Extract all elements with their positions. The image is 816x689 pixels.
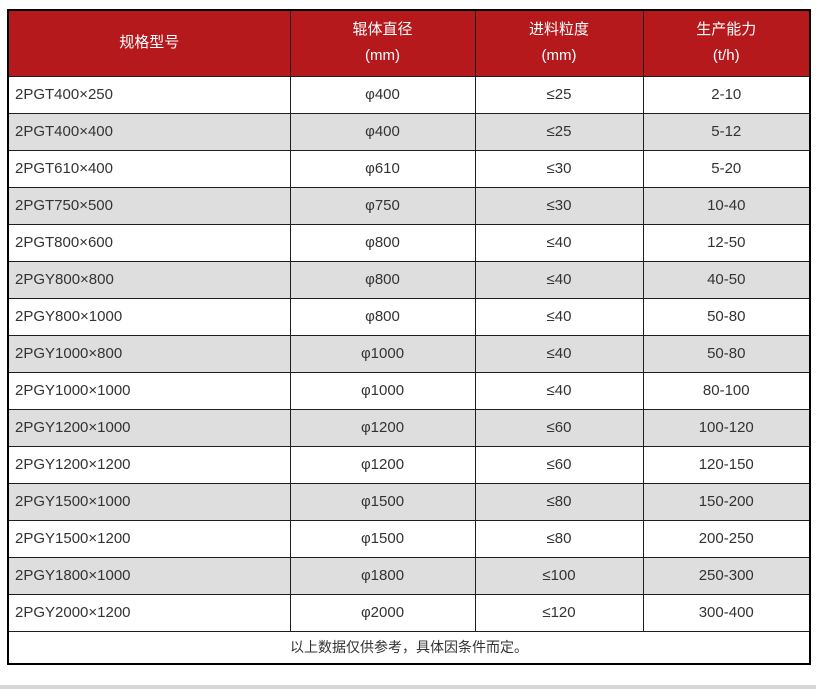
table-row: 2PGY2000×1200 φ2000 ≤120 300-400 <box>7 593 811 632</box>
column-unit-diameter: (mm) <box>365 47 400 65</box>
model-cell: 2PGT400×400 <box>7 112 291 151</box>
spec-table: 规格型号 辊体直径 (mm) 进料粒度 (mm) 生产能力 (t/h) 2PGT… <box>7 9 811 665</box>
capacity-cell: 5-12 <box>642 112 811 151</box>
diameter-cell: φ800 <box>289 260 476 299</box>
model-cell: 2PGY1000×1000 <box>7 371 291 410</box>
capacity-cell: 50-80 <box>642 297 811 336</box>
table-row: 2PGT800×600 φ800 ≤40 12-50 <box>7 223 811 262</box>
column-label-feed-size: 进料粒度 <box>528 21 589 39</box>
header-cell-feed-size: 进料粒度 (mm) <box>474 9 644 77</box>
feed-size-cell: ≤120 <box>474 593 644 632</box>
table-row: 2PGY1800×1000 φ1800 ≤100 250-300 <box>7 556 811 595</box>
feed-size-cell: ≤40 <box>474 260 644 299</box>
model-cell: 2PGY1800×1000 <box>7 556 291 595</box>
diameter-cell: φ1000 <box>289 371 476 410</box>
footer-note: 以上数据仅供参考，具体因条件而定。 <box>7 630 811 665</box>
model-cell: 2PGY1500×1200 <box>7 519 291 558</box>
capacity-cell: 50-80 <box>642 334 811 373</box>
table-row: 2PGY800×800 φ800 ≤40 40-50 <box>7 260 811 299</box>
table-row: 2PGT400×400 φ400 ≤25 5-12 <box>7 112 811 151</box>
capacity-cell: 300-400 <box>642 593 811 632</box>
column-unit-feed-size: (mm) <box>541 47 577 65</box>
diameter-cell: φ1800 <box>289 556 476 595</box>
model-cell: 2PGY1000×800 <box>7 334 291 373</box>
diameter-cell: φ1200 <box>289 445 476 484</box>
header-cell-model: 规格型号 <box>7 9 291 77</box>
model-cell: 2PGY800×1000 <box>7 297 291 336</box>
table-row: 2PGY1500×1000 φ1500 ≤80 150-200 <box>7 482 811 521</box>
feed-size-cell: ≤60 <box>474 408 644 447</box>
feed-size-cell: ≤40 <box>474 371 644 410</box>
diameter-cell: φ1500 <box>289 519 476 558</box>
diameter-cell: φ610 <box>289 149 476 188</box>
capacity-cell: 10-40 <box>642 186 811 225</box>
model-cell: 2PGY800×800 <box>7 260 291 299</box>
diameter-cell: φ400 <box>289 112 476 151</box>
column-label-model: 规格型号 <box>119 34 180 52</box>
feed-size-cell: ≤40 <box>474 297 644 336</box>
spec-table-body: 2PGT400×250 φ400 ≤25 2-10 2PGT400×400 φ400 ≤25… <box>7 75 811 632</box>
model-cell: 2PGT750×500 <box>7 186 291 225</box>
feed-size-cell: ≤25 <box>474 75 644 114</box>
feed-size-cell: ≤80 <box>474 482 644 521</box>
model-cell: 2PGT800×600 <box>7 223 291 262</box>
diameter-cell: φ1500 <box>289 482 476 521</box>
header-row: 规格型号 辊体直径 (mm) 进料粒度 (mm) 生产能力 (t/h) <box>7 9 811 77</box>
capacity-cell: 200-250 <box>642 519 811 558</box>
model-cell: 2PGT400×250 <box>7 75 291 114</box>
model-cell: 2PGT610×400 <box>7 149 291 188</box>
spec-table-header: 规格型号 辊体直径 (mm) 进料粒度 (mm) 生产能力 (t/h) <box>7 9 811 77</box>
feed-size-cell: ≤30 <box>474 186 644 225</box>
table-row: 2PGY1000×1000 φ1000 ≤40 80-100 <box>7 371 811 410</box>
footer-row: 以上数据仅供参考，具体因条件而定。 <box>7 630 811 665</box>
column-unit-capacity: (t/h) <box>712 47 740 65</box>
table-row: 2PGT610×400 φ610 ≤30 5-20 <box>7 149 811 188</box>
capacity-cell: 250-300 <box>642 556 811 595</box>
table-row: 2PGY1200×1000 φ1200 ≤60 100-120 <box>7 408 811 447</box>
table-row: 2PGY1500×1200 φ1500 ≤80 200-250 <box>7 519 811 558</box>
table-row: 2PGY800×1000 φ800 ≤40 50-80 <box>7 297 811 336</box>
header-cell-capacity: 生产能力 (t/h) <box>642 9 811 77</box>
feed-size-cell: ≤60 <box>474 445 644 484</box>
header-cell-diameter: 辊体直径 (mm) <box>289 9 476 77</box>
model-cell: 2PGY2000×1200 <box>7 593 291 632</box>
diameter-cell: φ750 <box>289 186 476 225</box>
model-cell: 2PGY1200×1200 <box>7 445 291 484</box>
capacity-cell: 100-120 <box>642 408 811 447</box>
diameter-cell: φ800 <box>289 297 476 336</box>
diameter-cell: φ2000 <box>289 593 476 632</box>
feed-size-cell: ≤100 <box>474 556 644 595</box>
feed-size-cell: ≤25 <box>474 112 644 151</box>
feed-size-cell: ≤40 <box>474 334 644 373</box>
capacity-cell: 5-20 <box>642 149 811 188</box>
capacity-cell: 150-200 <box>642 482 811 521</box>
capacity-cell: 40-50 <box>642 260 811 299</box>
diameter-cell: φ400 <box>289 75 476 114</box>
capacity-cell: 120-150 <box>642 445 811 484</box>
column-label-diameter: 辊体直径 <box>352 21 413 39</box>
feed-size-cell: ≤40 <box>474 223 644 262</box>
table-row: 2PGT400×250 φ400 ≤25 2-10 <box>7 75 811 114</box>
feed-size-cell: ≤30 <box>474 149 644 188</box>
capacity-cell: 80-100 <box>642 371 811 410</box>
capacity-cell: 12-50 <box>642 223 811 262</box>
page-bottom-strip <box>0 685 816 689</box>
model-cell: 2PGY1500×1000 <box>7 482 291 521</box>
diameter-cell: φ1200 <box>289 408 476 447</box>
table-row: 2PGY1200×1200 φ1200 ≤60 120-150 <box>7 445 811 484</box>
capacity-cell: 2-10 <box>642 75 811 114</box>
diameter-cell: φ800 <box>289 223 476 262</box>
column-label-capacity: 生产能力 <box>696 21 757 39</box>
table-row: 2PGT750×500 φ750 ≤30 10-40 <box>7 186 811 225</box>
table-row: 2PGY1000×800 φ1000 ≤40 50-80 <box>7 334 811 373</box>
model-cell: 2PGY1200×1000 <box>7 408 291 447</box>
spec-table-footer: 以上数据仅供参考，具体因条件而定。 <box>7 630 811 665</box>
diameter-cell: φ1000 <box>289 334 476 373</box>
feed-size-cell: ≤80 <box>474 519 644 558</box>
